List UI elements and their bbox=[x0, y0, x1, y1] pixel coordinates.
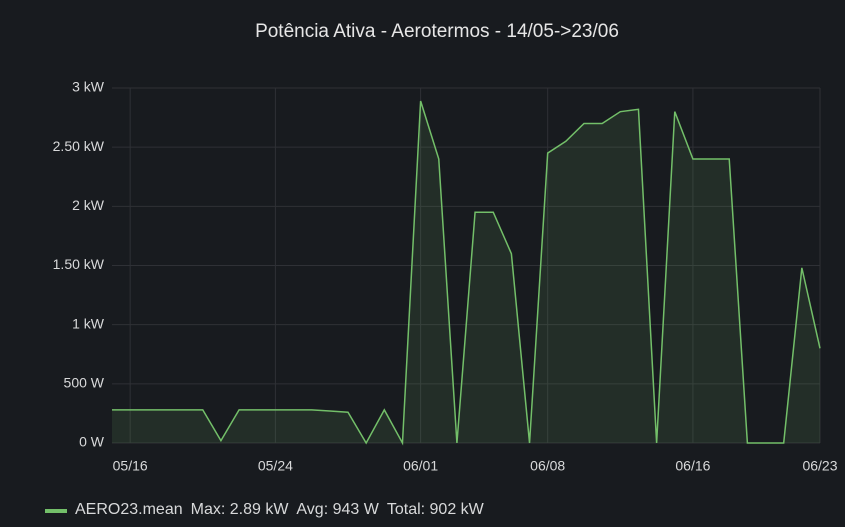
legend-label: AERO23.mean bbox=[75, 501, 183, 518]
x-tick-label: 05/24 bbox=[258, 458, 293, 474]
x-tick-label: 05/16 bbox=[113, 458, 148, 474]
x-tick-label: 06/01 bbox=[403, 458, 438, 474]
y-tick-label: 3 kW bbox=[72, 79, 105, 95]
y-tick-label: 1.50 kW bbox=[53, 256, 105, 272]
series-line bbox=[112, 100, 821, 446]
y-tick-label: 2.50 kW bbox=[53, 138, 105, 154]
y-tick-label: 1 kW bbox=[72, 315, 105, 331]
legend-stat: Avg: 943 W bbox=[296, 501, 379, 518]
x-tick-label: 06/08 bbox=[530, 458, 565, 474]
chart-title: Potência Ativa - Aerotermos - 14/05->23/… bbox=[255, 21, 619, 42]
legend-stat: Total: 902 kW bbox=[387, 501, 485, 518]
x-tick-label: 06/23 bbox=[802, 458, 837, 474]
y-tick-label: 500 W bbox=[64, 375, 105, 391]
y-tick-label: 2 kW bbox=[72, 197, 105, 213]
legend-stat: Max: 2.89 kW bbox=[191, 501, 290, 518]
area-fill bbox=[112, 101, 820, 444]
y-tick-label: 0 W bbox=[79, 434, 105, 450]
x-tick-label: 06/16 bbox=[675, 458, 710, 474]
